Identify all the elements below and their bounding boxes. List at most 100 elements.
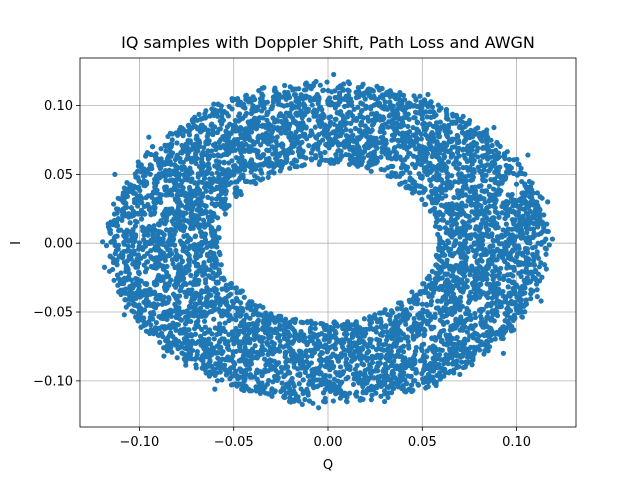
data-point [315,346,321,352]
data-point [385,173,391,179]
data-point [371,102,377,108]
data-point [324,360,330,366]
data-point [400,92,407,98]
data-point [367,340,373,346]
data-point [195,148,201,154]
data-point [489,295,495,301]
data-point [152,184,158,190]
data-point [341,393,347,399]
data-point [208,148,215,154]
data-point [437,307,443,313]
data-point [488,337,494,343]
data-point [273,151,279,157]
data-point [266,357,272,364]
data-point [351,376,357,382]
data-point [422,155,428,161]
data-point [478,306,484,312]
data-point [230,381,236,388]
data-point [460,147,466,153]
data-point [510,286,516,292]
data-point [368,138,374,144]
data-point [514,254,520,260]
data-point [438,356,444,363]
data-point [288,378,294,384]
data-point [224,124,231,130]
data-point [250,179,256,185]
data-point [450,361,456,367]
data-point [458,254,464,260]
data-point [323,125,329,131]
data-point [332,88,338,94]
data-point [218,275,224,282]
data-point [350,381,357,388]
data-point [484,303,490,309]
data-point [271,349,278,355]
data-point [191,157,197,163]
data-point [489,316,495,322]
data-point [299,401,305,407]
data-point [451,370,457,376]
data-point [472,314,479,321]
data-point [448,226,454,232]
data-point [253,148,260,154]
data-point [442,128,448,134]
data-point [515,304,521,310]
data-point [537,194,543,200]
data-point [357,151,363,157]
data-point [398,337,404,343]
data-point [517,296,523,302]
data-point [250,104,256,110]
data-point [210,142,217,148]
data-point [454,334,460,341]
data-point [459,353,466,359]
data-point [398,165,405,171]
data-point [479,138,485,144]
data-point [462,253,468,259]
data-point [300,353,306,359]
data-point [508,328,514,334]
data-point [514,223,520,229]
data-point [111,277,117,283]
data-point [372,114,378,120]
data-point [230,349,236,355]
data-point [459,202,465,208]
data-point [135,252,141,258]
data-point [138,216,145,222]
data-point [463,203,469,209]
data-point [435,102,441,108]
data-point [277,168,283,174]
data-point [373,390,379,396]
data-point [223,129,230,135]
data-point [366,92,372,99]
data-point [378,319,384,325]
data-point [398,170,404,177]
data-point [403,321,409,327]
data-point [334,339,340,345]
data-point [240,308,246,314]
data-point [335,358,341,364]
data-point [194,352,200,358]
data-point [488,218,494,224]
data-point [515,161,521,167]
data-point [475,154,481,160]
data-point [135,163,142,169]
data-point [163,148,169,154]
data-point [178,317,185,323]
data-point [226,317,232,324]
data-point [218,262,224,268]
data-point [270,99,276,105]
data-point [148,327,154,333]
data-point [523,258,529,265]
data-point [298,127,304,133]
data-point [437,119,443,125]
data-point [235,381,242,387]
data-point [422,201,428,208]
data-point [211,336,217,342]
data-point [166,167,172,173]
data-point [415,297,421,303]
data-point [458,346,464,352]
data-point [505,200,511,206]
data-point [274,142,280,148]
data-point [419,116,425,122]
data-point [459,125,465,132]
